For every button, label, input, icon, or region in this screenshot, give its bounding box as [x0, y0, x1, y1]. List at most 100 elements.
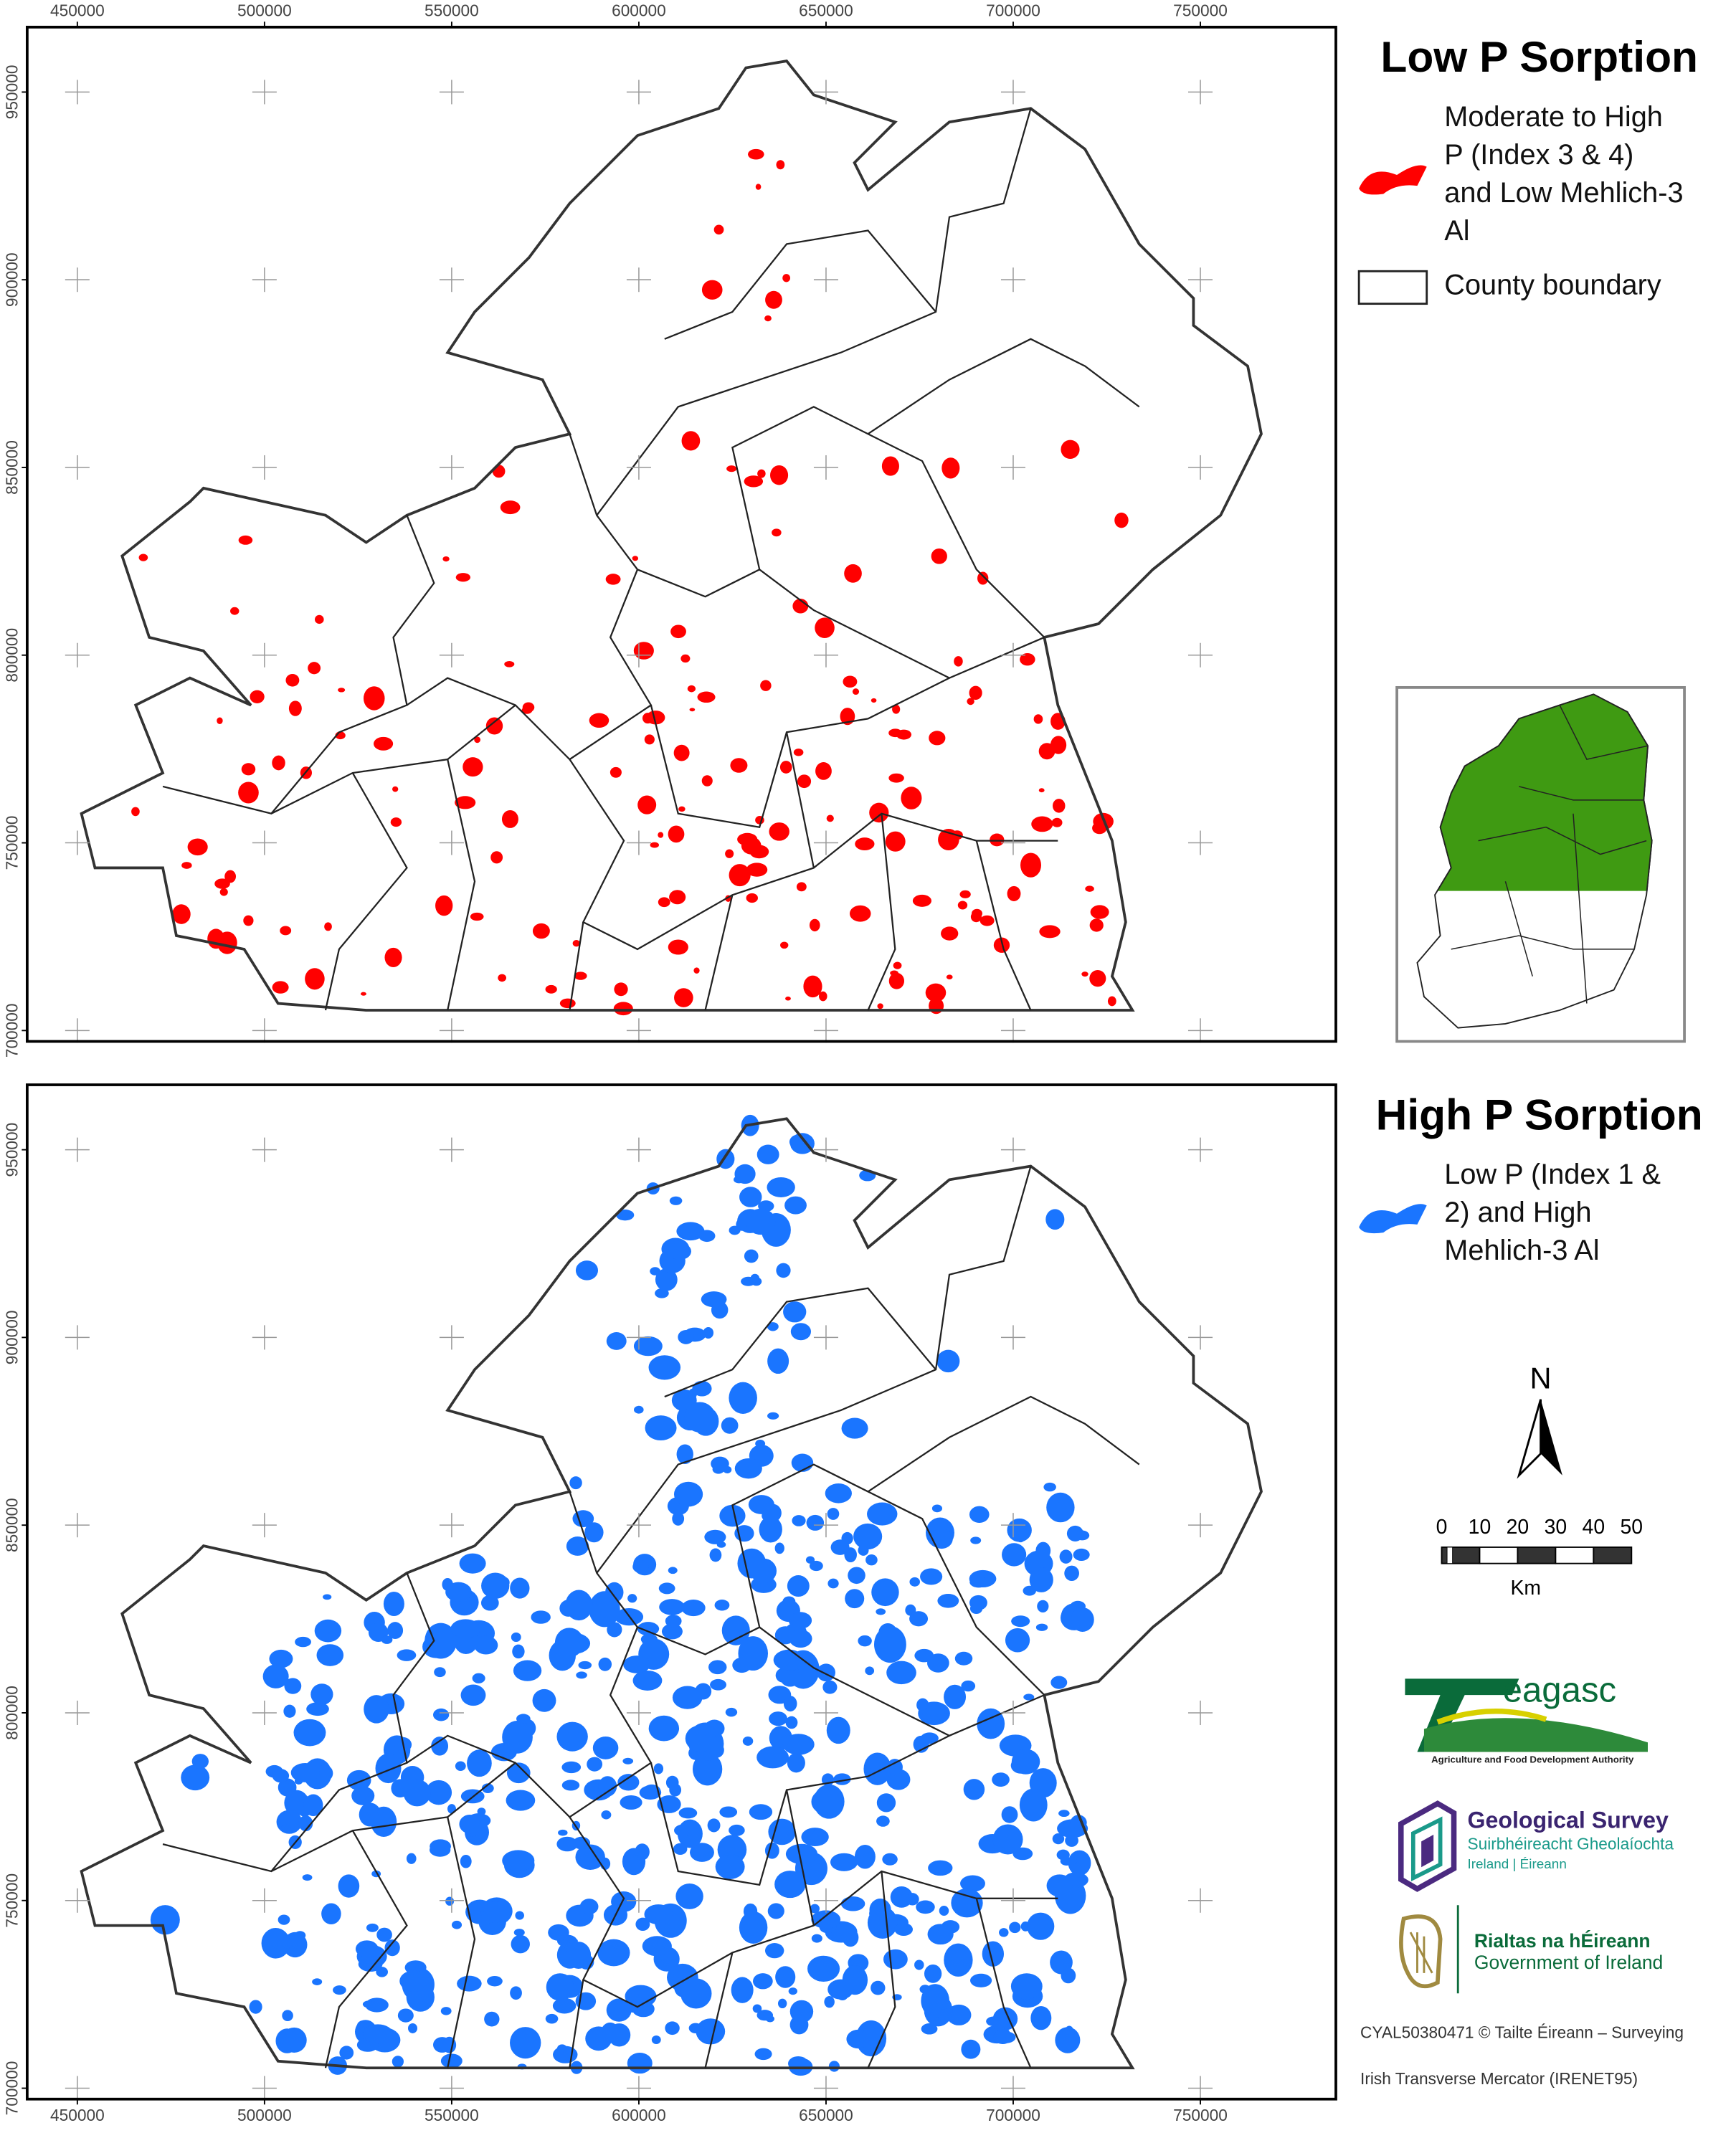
soil-patch	[293, 1719, 326, 1747]
soil-patch	[459, 1553, 486, 1574]
soil-patch	[842, 1928, 859, 1947]
soil-patch	[545, 2013, 559, 2024]
soil-patch	[310, 1683, 333, 1706]
soil-patch	[783, 1696, 797, 1712]
soil-patch	[882, 1853, 898, 1866]
soil-patch	[455, 796, 476, 809]
soil-patch	[876, 1608, 886, 1615]
soil-patch	[865, 1666, 875, 1676]
soil-patch	[561, 1780, 580, 1791]
y-tick-label: 800000	[3, 1686, 22, 1740]
soil-patch	[390, 817, 402, 827]
soil-patch	[767, 1177, 795, 1197]
soil-patch	[1010, 1973, 1043, 2000]
soil-patch	[819, 991, 827, 1002]
county-boundary	[664, 229, 936, 340]
soil-patch	[506, 1762, 531, 1784]
soil-patch	[376, 1967, 388, 1977]
soil-patch	[775, 1966, 796, 1988]
soil-patch	[713, 224, 724, 235]
soil-patch	[238, 535, 253, 545]
soil-patch	[739, 1187, 762, 1207]
soil-patch	[963, 1779, 985, 1800]
soil-patch	[506, 1790, 536, 1811]
soil-patch	[992, 1772, 1010, 1787]
soil-patch	[648, 1355, 681, 1380]
soil-patch	[1035, 1623, 1048, 1631]
credit-line: Irish Transverse Mercator (IRENET95)	[1360, 2069, 1638, 2088]
soil-patch	[658, 897, 670, 908]
coastline	[80, 1117, 1263, 2070]
soil-patch	[668, 939, 688, 955]
y-tick-label: 750000	[3, 1873, 22, 1928]
soil-patch	[1007, 885, 1021, 901]
soil-patch	[298, 1815, 313, 1832]
soil-patch	[815, 617, 835, 638]
legend-label: Al	[1444, 215, 1469, 247]
gsi-logo: Geological Survey Suirbhéireacht Gheolaí…	[1398, 1800, 1674, 1892]
legend-label: and Low Mehlich-3	[1444, 177, 1683, 209]
soil-patch	[959, 890, 971, 898]
soil-patch	[873, 1625, 906, 1663]
soil-patch	[678, 1807, 698, 1819]
soil-patch	[712, 1465, 725, 1474]
soil-patch	[779, 761, 792, 774]
soil-patch	[697, 691, 716, 703]
soil-patch	[695, 1683, 712, 1700]
soil-patch	[668, 1243, 691, 1260]
soil-patch	[924, 1964, 942, 1983]
soil-patch	[855, 837, 875, 851]
soil-patch	[1011, 1749, 1040, 1775]
gov-english: Government of Ireland	[1474, 1952, 1663, 1973]
soil-patch	[709, 1548, 722, 1562]
soil-patch	[774, 1542, 784, 1554]
soil-patch	[1002, 1543, 1027, 1567]
soil-patch	[556, 2044, 567, 2053]
soil-patch	[363, 2024, 393, 2043]
soil-patch	[1055, 2027, 1081, 2053]
soil-patch	[512, 1644, 525, 1659]
soil-patch	[826, 814, 834, 822]
soil-patch	[756, 2010, 774, 2021]
soil-patch	[715, 1854, 745, 1879]
soil-patch	[460, 1684, 486, 1706]
soil-patch	[970, 1536, 982, 1544]
soil-patch	[746, 1208, 776, 1235]
soil-patch	[280, 1824, 291, 1831]
soil-patch	[685, 1725, 716, 1752]
scale-segment	[1593, 1547, 1633, 1564]
soil-patch	[432, 2037, 452, 2053]
soil-patch	[1056, 1849, 1070, 1861]
soil-patch	[692, 1752, 723, 1786]
soil-patch	[769, 1711, 788, 1726]
county-boundary	[270, 1762, 516, 2068]
soil-patch	[689, 708, 696, 712]
soil-patch	[460, 1854, 472, 1868]
soil-patch	[854, 1844, 876, 1869]
soil-patch	[634, 1405, 644, 1414]
soil-patch	[269, 1649, 293, 1668]
soil-patch	[746, 893, 758, 903]
x-tick-label: 750000	[1173, 1, 1228, 20]
soil-patch	[314, 614, 324, 624]
soil-patch	[788, 1612, 812, 1629]
x-tick-label: 600000	[612, 1, 666, 20]
soil-patch	[639, 1785, 662, 1800]
scale-segment	[1555, 1547, 1595, 1564]
soil-patch	[681, 1599, 706, 1617]
soil-patch	[556, 1836, 578, 1852]
scale-segment	[1517, 1547, 1557, 1564]
soil-patch	[364, 1695, 389, 1724]
soil-patch	[960, 1875, 985, 1892]
soil-patch	[670, 624, 686, 639]
soil-patch	[701, 775, 713, 787]
soil-patch	[748, 148, 764, 160]
soil-patch	[546, 1973, 574, 2001]
soil-patch	[655, 1268, 678, 1291]
soil-patch	[321, 1903, 341, 1925]
soil-patch	[451, 1920, 463, 1929]
legend-label: Moderate to High	[1444, 101, 1663, 133]
soil-patch	[457, 1975, 482, 1992]
soil-patch	[830, 1539, 850, 1555]
